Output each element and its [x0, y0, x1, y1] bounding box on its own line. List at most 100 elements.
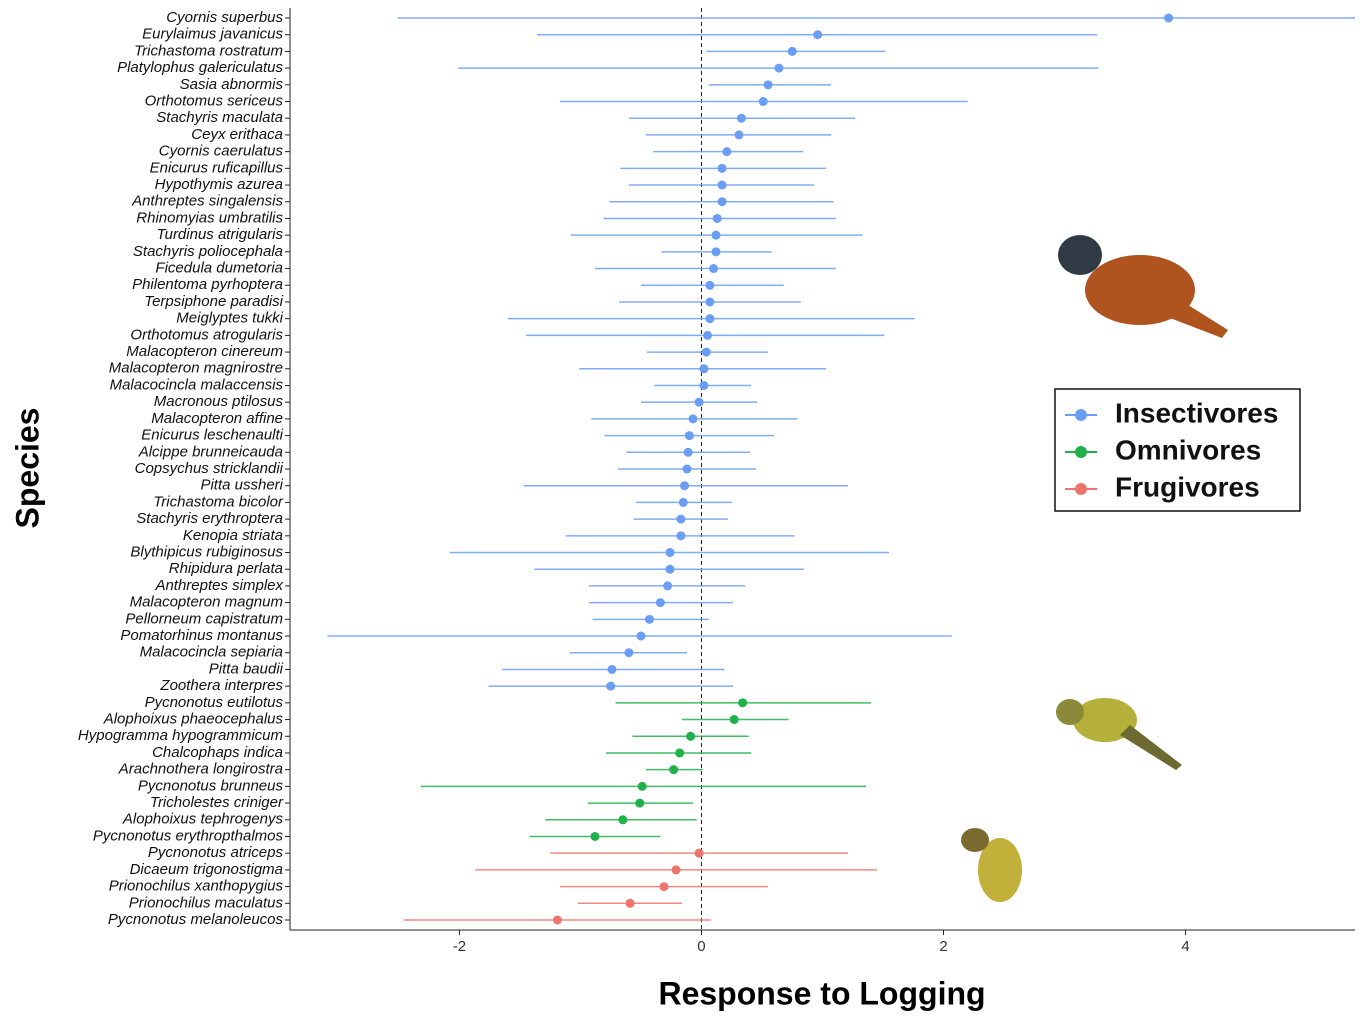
point: [672, 865, 681, 874]
point: [718, 164, 727, 173]
point: [659, 882, 668, 891]
point: [730, 715, 739, 724]
point: [638, 782, 647, 791]
species-label: Pomatorhinus montanus: [120, 627, 283, 644]
point: [705, 314, 714, 323]
point: [684, 448, 693, 457]
point: [679, 498, 688, 507]
species-label: Meiglyptes tukki: [176, 310, 283, 327]
point: [685, 431, 694, 440]
x-tick-label: 2: [939, 938, 947, 955]
species-label: Enicurus ruficapillus: [150, 159, 284, 176]
species-label: Chalcophaps indica: [152, 744, 283, 761]
point: [689, 414, 698, 423]
point: [682, 465, 691, 474]
point: [607, 665, 616, 674]
point: [705, 297, 714, 306]
point: [590, 832, 599, 841]
species-label: Philentoma pyrhoptera: [132, 276, 283, 293]
point: [788, 47, 797, 56]
species-label: Pitta baudii: [209, 660, 284, 677]
species-label: Malacopteron affine: [151, 410, 283, 427]
species-label: Orthotomus atrogularis: [130, 326, 283, 343]
point: [709, 264, 718, 273]
point: [676, 515, 685, 524]
species-label: Dicaeum trigonostigma: [130, 861, 283, 878]
x-tick-label: 4: [1181, 938, 1189, 955]
point: [686, 732, 695, 741]
x-tick-label: -2: [453, 938, 466, 955]
point: [699, 364, 708, 373]
x-tick-label: 0: [697, 938, 705, 955]
species-label: Pycnonotus erythropthalmos: [93, 827, 284, 844]
species-label: Turdinus atrigularis: [157, 226, 284, 243]
point: [764, 80, 773, 89]
species-label: Pycnonotus eutilotus: [145, 694, 284, 711]
point: [695, 398, 704, 407]
point: [1164, 14, 1173, 23]
legend-label: Omnivores: [1115, 434, 1261, 465]
species-label: Malacopteron cinereum: [126, 343, 283, 360]
species-label: Copsychus stricklandii: [135, 460, 284, 477]
point: [718, 181, 727, 190]
species-label: Trichastoma bicolor: [153, 493, 284, 510]
y-axis-title: Species: [9, 408, 45, 529]
species-label: Terpsiphone paradisi: [144, 293, 283, 310]
point: [606, 682, 615, 691]
point: [656, 598, 665, 607]
species-label: Anthreptes singalensis: [131, 193, 283, 210]
legend-label: Frugivores: [1115, 471, 1260, 502]
point: [737, 114, 746, 123]
point: [702, 348, 711, 357]
legend-label: Insectivores: [1115, 397, 1278, 428]
point: [734, 130, 743, 139]
point: [738, 698, 747, 707]
species-label: Malacocincla sepiaria: [140, 644, 283, 661]
species-label: Pitta ussheri: [200, 477, 283, 494]
point: [774, 64, 783, 73]
species-label: Blythipicus rubiginosus: [130, 543, 283, 560]
species-label: Anthreptes simplex: [154, 577, 283, 594]
species-label: Eurylaimus javanicus: [142, 26, 283, 43]
legend-marker: [1075, 409, 1087, 421]
point: [636, 632, 645, 641]
point: [676, 531, 685, 540]
point: [675, 748, 684, 757]
species-label: Alcippe brunneicauda: [138, 443, 283, 460]
point: [553, 916, 562, 925]
species-label: Alophoixus tephrogenys: [122, 811, 284, 828]
point: [705, 281, 714, 290]
point: [813, 30, 822, 39]
point: [759, 97, 768, 106]
species-label: Hypogramma hypogrammicum: [78, 727, 283, 744]
species-label: Pellorneum capistratum: [125, 610, 283, 627]
species-label: Pycnonotus melanoleucos: [108, 911, 284, 928]
species-label: Macronous ptilosus: [154, 393, 284, 410]
species-label: Malacocincla malaccensis: [110, 376, 284, 393]
species-label: Cyornis caerulatus: [159, 143, 284, 160]
species-label: Sasia abnormis: [180, 76, 284, 93]
species-label: Rhinomyias umbratilis: [136, 209, 283, 226]
bird-illustration: [961, 235, 1228, 902]
species-label: Trichastoma rostratum: [134, 42, 283, 59]
species-label: Stachyris maculata: [156, 109, 283, 126]
species-label: Prionochilus xanthopygius: [109, 878, 284, 895]
x-axis-title: Response to Logging: [658, 975, 985, 1011]
species-label: Alophoixus phaeocephalus: [103, 711, 284, 728]
species-label: Zoothera interpres: [159, 677, 283, 694]
species-label: Ficedula dumetoria: [155, 260, 283, 277]
point: [645, 615, 654, 624]
species-label: Arachnothera longirostra: [118, 761, 283, 778]
species-label: Malacopteron magnum: [130, 594, 283, 611]
point: [669, 765, 678, 774]
point: [695, 849, 704, 858]
point: [712, 231, 721, 240]
species-label: Stachyris poliocephala: [133, 243, 283, 260]
point: [624, 648, 633, 657]
species-label: Ceyx erithaca: [191, 126, 283, 143]
point: [699, 381, 708, 390]
point: [666, 548, 675, 557]
species-label: Malacopteron magnirostre: [109, 360, 283, 377]
point: [718, 197, 727, 206]
legend-marker: [1075, 446, 1087, 458]
